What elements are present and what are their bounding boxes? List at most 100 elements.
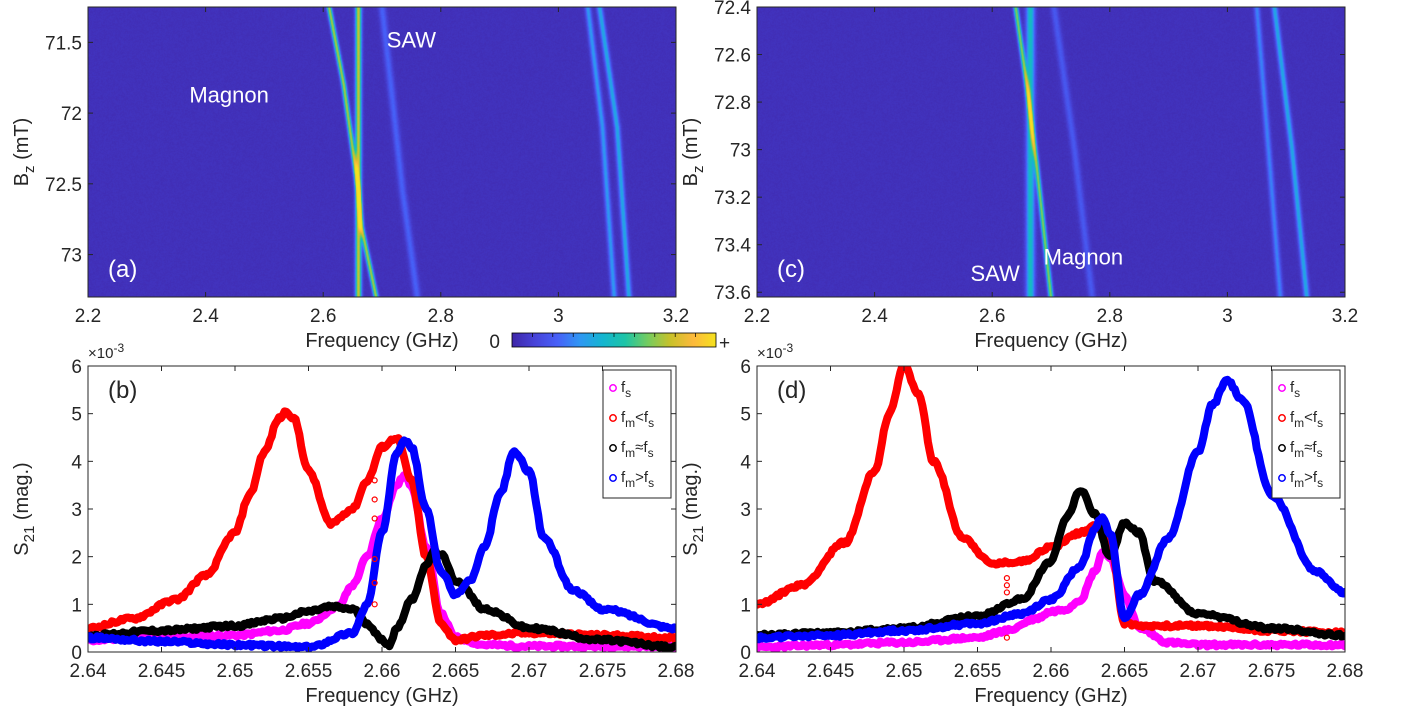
data-point (334, 602, 342, 610)
data-point (231, 623, 239, 631)
y-tick-label: 4 (740, 452, 751, 473)
y-tick-label: 73 (61, 246, 82, 267)
data-point (870, 639, 879, 647)
data-point (194, 639, 202, 647)
data-point (650, 641, 658, 650)
data-point (260, 627, 268, 636)
data-point (665, 634, 673, 643)
x-axis-label: Frequency (GHz) (974, 330, 1127, 352)
data-point (1172, 519, 1180, 527)
data-point (790, 633, 798, 641)
y-tick-label: 72.8 (714, 93, 751, 114)
data-point (224, 623, 232, 631)
data-point (856, 639, 864, 647)
x-tick-label: 2.8 (1097, 306, 1123, 327)
data-point (385, 490, 393, 498)
data-point (356, 491, 364, 499)
data-point (1062, 606, 1070, 614)
data-point (312, 605, 320, 614)
data-point (216, 641, 224, 649)
data-point (797, 580, 805, 588)
data-point (540, 533, 548, 541)
data-point (1216, 387, 1224, 395)
data-point (135, 638, 144, 646)
data-point (988, 629, 996, 637)
x-axis-label: Frequency (GHz) (974, 685, 1127, 707)
data-point (473, 633, 482, 641)
data-point (371, 460, 379, 468)
data-point (290, 611, 298, 619)
data-point (856, 502, 864, 510)
data-point (1025, 617, 1033, 625)
y-tick-label: 2 (740, 548, 751, 569)
data-point (1187, 620, 1195, 628)
data-point (1238, 642, 1246, 650)
data-point (481, 605, 489, 613)
y-axis-label: Bz (mT) (11, 118, 38, 187)
data-point (1150, 564, 1158, 572)
data-point (429, 585, 438, 593)
data-point (224, 535, 232, 543)
data-point (988, 616, 996, 624)
data-point (260, 447, 268, 456)
data-point (363, 619, 371, 627)
data-point (1135, 592, 1143, 601)
x-tick-label: 2.4 (192, 306, 219, 327)
data-point (757, 644, 761, 652)
x-tick-label: 2.66 (1033, 661, 1070, 682)
data-point (1201, 610, 1209, 618)
data-point (275, 627, 283, 635)
data-point (356, 567, 364, 575)
annotation-magnon: Magnon (189, 83, 269, 108)
data-point (554, 561, 563, 569)
data-point (143, 627, 151, 635)
data-point (356, 614, 364, 622)
data-point (628, 631, 636, 639)
data-point (1157, 637, 1165, 646)
data-point (451, 637, 460, 646)
panel-label: (d) (777, 377, 806, 404)
heatmap-image (757, 7, 1345, 297)
data-point (665, 643, 673, 652)
data-point (1194, 621, 1202, 629)
y-tick-label: 2 (71, 548, 82, 569)
data-point (834, 630, 842, 638)
data-point (628, 611, 636, 620)
y-tick-label: 1 (71, 595, 82, 616)
data-point (1223, 376, 1232, 384)
data-point (893, 386, 901, 394)
data-point (1157, 622, 1165, 631)
data-point (576, 591, 585, 599)
data-point (944, 495, 952, 504)
data-point (1245, 621, 1254, 629)
data-point (1142, 621, 1151, 630)
data-point (907, 377, 915, 385)
data-point (341, 631, 349, 639)
data-point (459, 634, 467, 642)
data-point (642, 642, 651, 650)
data-point (1069, 530, 1077, 539)
series-f-m-f-s (757, 375, 1345, 644)
data-point (650, 632, 658, 640)
data-point (341, 510, 349, 518)
data-point (326, 521, 335, 529)
data-point (584, 594, 592, 602)
data-point (165, 598, 173, 607)
data-point (371, 555, 378, 563)
data-point (1032, 614, 1040, 622)
data-point (1040, 564, 1048, 572)
data-point (1054, 591, 1062, 599)
legend-marker (609, 444, 617, 452)
data-point (473, 559, 482, 568)
data-point (1003, 575, 1011, 582)
data-point (1334, 641, 1342, 650)
data-point (760, 643, 768, 651)
data-point (143, 609, 151, 617)
data-point (1003, 634, 1011, 641)
data-point (804, 641, 813, 649)
data-point (1304, 627, 1312, 635)
data-point (385, 438, 393, 446)
data-point (929, 625, 938, 633)
data-point (878, 629, 886, 637)
data-point (1164, 637, 1173, 646)
